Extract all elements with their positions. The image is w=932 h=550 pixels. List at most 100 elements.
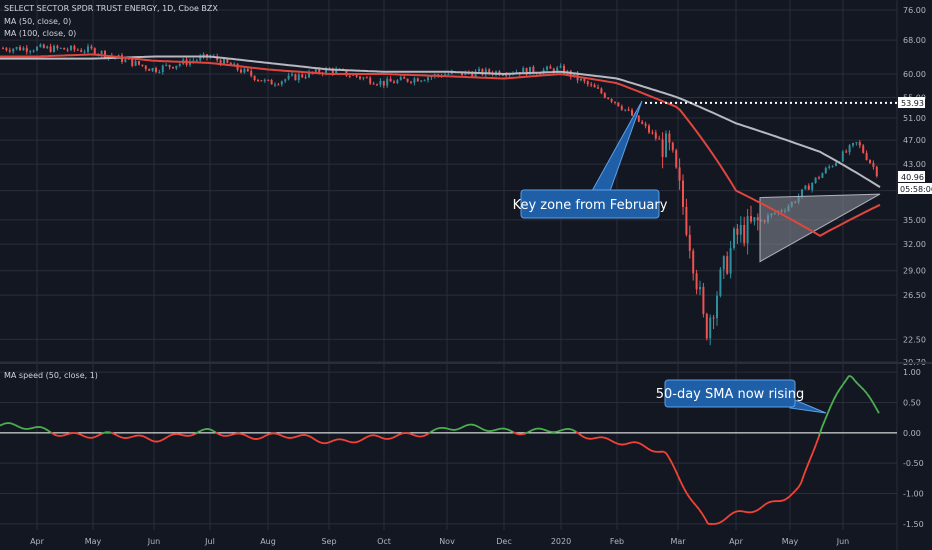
- ma-speed-segment: [758, 506, 763, 510]
- candle-body: [202, 54, 205, 57]
- level-tag-text: 53.93: [901, 99, 924, 108]
- speed-axis: 1.00 0.50 0.00 -0.50 -1.00 -1.50: [903, 368, 924, 529]
- ma-speed-segment: [848, 374, 853, 378]
- ma-speed-segment: [665, 452, 670, 459]
- ma-speed-segment: [62, 433, 67, 437]
- ma-speed-segment: [119, 436, 124, 439]
- candle-body: [226, 58, 229, 63]
- ma-speed-segment: [743, 510, 748, 514]
- ma-speed-segment: [719, 520, 724, 524]
- candle-body: [301, 74, 304, 78]
- candle-body: [223, 58, 225, 65]
- candle-body: [824, 167, 827, 174]
- candle-body: [124, 59, 127, 62]
- candle-body: [624, 109, 627, 111]
- ma-speed-segment: [218, 433, 223, 437]
- candle-body: [726, 256, 729, 274]
- ma-speed-segment: [347, 440, 352, 444]
- candle-body: [141, 64, 144, 66]
- candle-body: [736, 228, 739, 235]
- time-tick-label: May: [782, 537, 799, 546]
- ma-speed-segment: [815, 435, 820, 445]
- candle-body: [372, 83, 375, 85]
- ma-speed-segment: [167, 434, 172, 438]
- price-tick-label: 32.00: [903, 240, 926, 249]
- ma-speed-segment: [197, 429, 202, 434]
- candle-body: [580, 78, 582, 81]
- candle-body: [522, 68, 525, 74]
- ma-speed-segment: [329, 439, 334, 443]
- ma-speed-segment: [854, 380, 859, 385]
- candle-body: [83, 51, 86, 53]
- candle-body: [172, 66, 174, 69]
- candle-body: [729, 248, 732, 274]
- candle-body: [712, 317, 715, 319]
- candle-body: [716, 295, 718, 319]
- ma-speed-segment: [644, 445, 649, 450]
- ma-speed-segment: [374, 434, 379, 438]
- ma-speed-segment: [68, 432, 73, 435]
- candle-body: [688, 234, 691, 251]
- ma-speed-segment: [230, 433, 235, 436]
- candle-body: [134, 60, 137, 66]
- ma-speed-segment: [8, 422, 13, 425]
- candle-body: [488, 69, 491, 73]
- candle-body: [828, 166, 831, 168]
- candle-body: [396, 80, 399, 84]
- price-tick-label: 51.00: [903, 114, 926, 123]
- candle-body: [260, 80, 263, 82]
- ma-speed-segment: [692, 501, 697, 507]
- ma-speed-segment: [314, 438, 319, 443]
- ma-speed-segment: [116, 434, 121, 438]
- ma-speed-segment: [212, 430, 217, 434]
- candle-body: [287, 75, 290, 80]
- candle-body: [807, 185, 810, 190]
- ma-speed-segment: [824, 412, 829, 421]
- time-tick-label: Mar: [670, 537, 686, 546]
- ma-speed-segment: [497, 427, 502, 431]
- ma-speed-segment: [581, 435, 586, 439]
- candle-body: [416, 78, 419, 82]
- ma-speed-segment: [554, 430, 559, 434]
- ma-speed-segment: [800, 474, 805, 484]
- price-tick-label: 35.00: [903, 216, 926, 225]
- ma-speed-segment: [269, 432, 274, 435]
- ma-speed-segment: [368, 434, 373, 437]
- ma-speed-segment: [761, 503, 766, 508]
- ma-speed-segment: [278, 433, 283, 437]
- ma-speed-segment: [326, 441, 331, 444]
- ma-speed-segment: [317, 440, 322, 444]
- chart-title: SELECT SECTOR SPDR TRUST ENERGY, 1D, Cbo…: [4, 4, 218, 13]
- candle-body: [5, 48, 8, 51]
- ma-speed-segment: [263, 434, 268, 438]
- candle-body: [2, 48, 4, 50]
- candle-body: [471, 73, 474, 77]
- time-tick-label: Aug: [260, 537, 276, 546]
- candle-body: [376, 84, 378, 86]
- candle-body: [399, 77, 402, 81]
- ma-speed-segment: [572, 429, 577, 433]
- candle-body: [243, 68, 246, 73]
- candle-body: [678, 167, 681, 181]
- candle-body: [682, 180, 684, 207]
- ma-speed-segment: [836, 388, 841, 395]
- candle-body: [505, 74, 508, 76]
- ma-speed-segment: [728, 512, 733, 517]
- ma50-legend: MA (50, close, 0): [4, 17, 71, 26]
- ma-speed-segment: [842, 379, 847, 385]
- candle-body: [335, 69, 338, 74]
- candle-body: [746, 216, 749, 244]
- time-tick-label: Apr: [30, 537, 45, 546]
- candle-body: [161, 65, 164, 73]
- candle-body: [719, 269, 722, 296]
- candle-body: [549, 66, 552, 69]
- candle-body: [104, 51, 106, 58]
- ma-speed-segment: [32, 426, 37, 429]
- candle-body: [42, 44, 45, 49]
- countdown-text: 05:58:06: [900, 185, 932, 194]
- candle-body: [478, 69, 480, 72]
- ma100-line: [0, 55, 881, 188]
- candle-body: [501, 74, 504, 76]
- ma-speed-segment: [506, 428, 511, 432]
- candle-body: [379, 80, 382, 85]
